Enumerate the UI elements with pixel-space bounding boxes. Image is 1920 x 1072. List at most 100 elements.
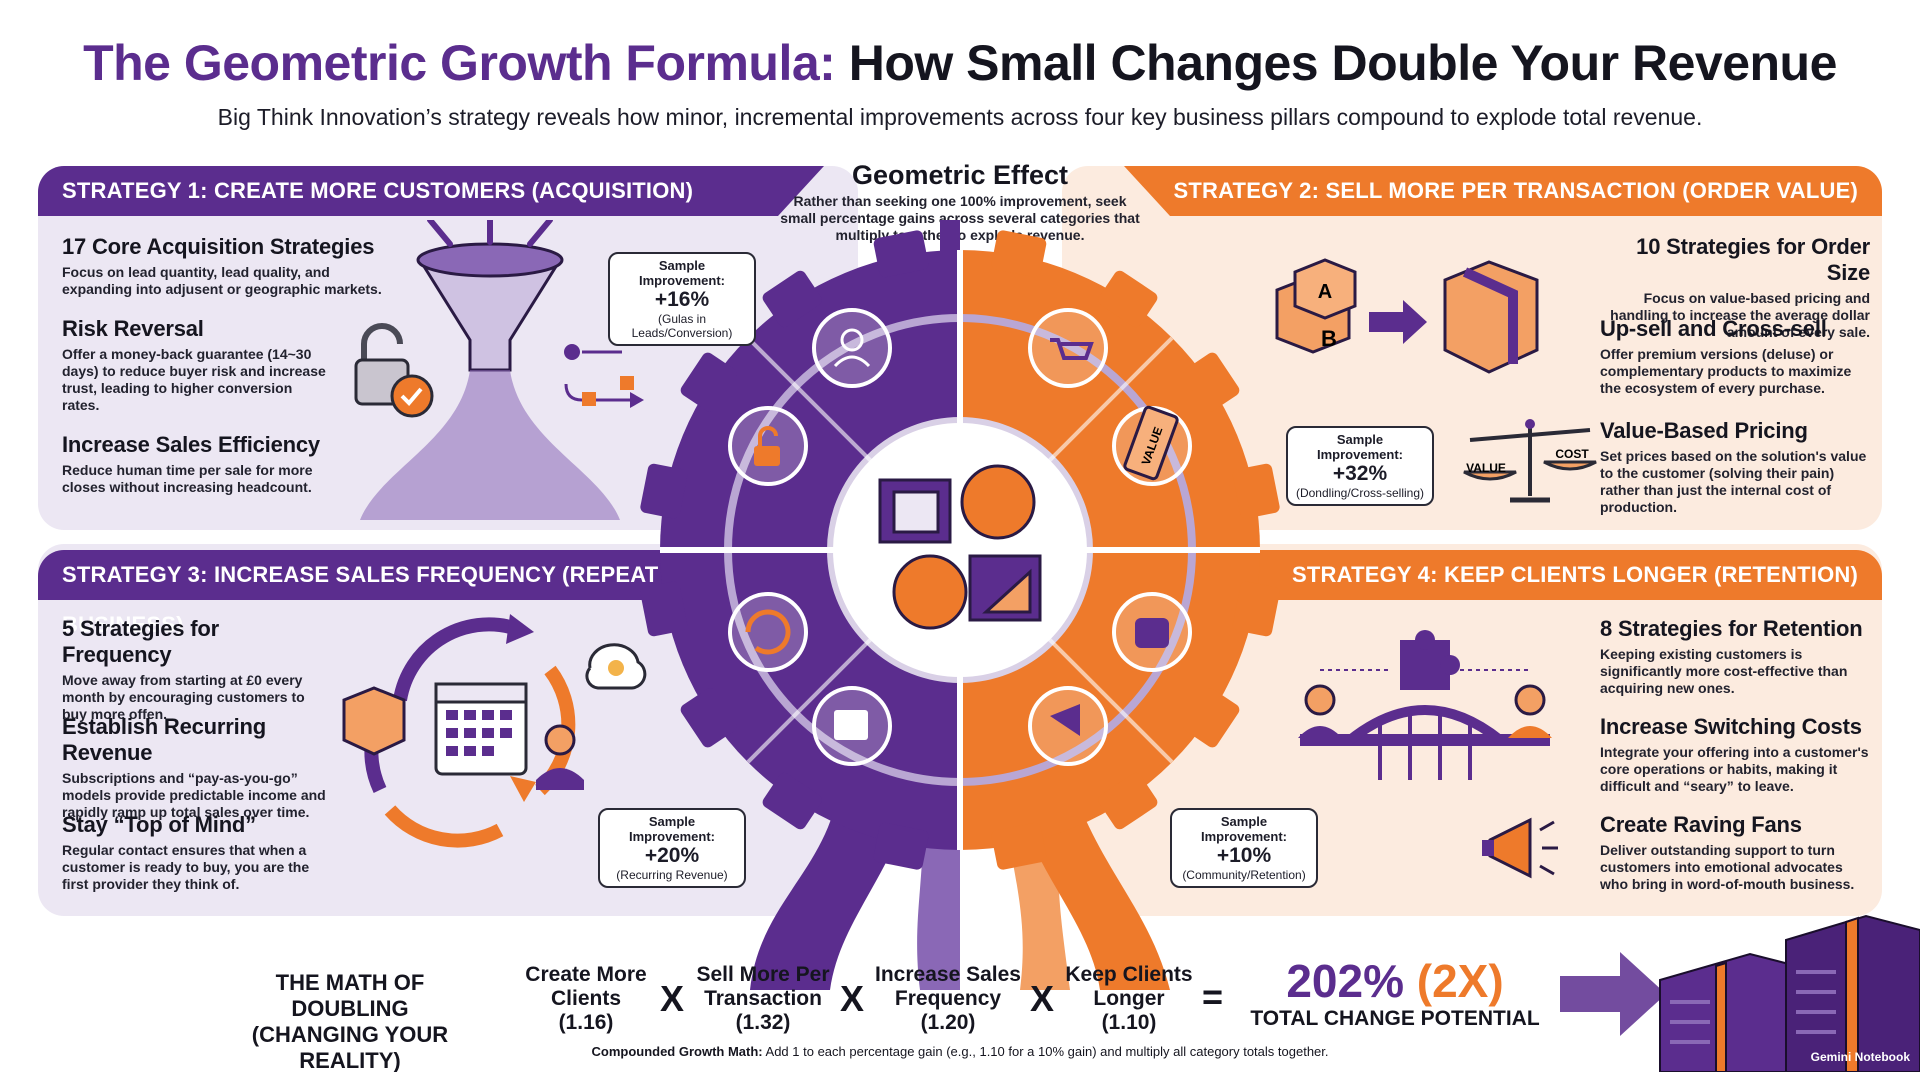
s1-item-3-text: Reduce human time per sale for more clos… — [62, 462, 313, 495]
factor-keep-clients: Keep Clients Longer (1.10) — [1049, 963, 1209, 1035]
s4-item-2-title: Increase Switching Costs — [1600, 714, 1862, 739]
value-cost-scale-icon: VALUE COST — [1463, 419, 1597, 503]
factor-frequency: Increase Sales Frequency (1.20) — [868, 963, 1028, 1035]
s1-sample-label: Sample Improvement: — [639, 258, 725, 288]
times-1: X — [660, 978, 685, 1019]
scale-value-label: VALUE — [1466, 461, 1506, 475]
total-result: 202% (2X) TOTAL CHANGE POTENTIAL — [1250, 955, 1540, 1031]
s4-item-3-text: Deliver outstanding support to turn cust… — [1600, 842, 1855, 892]
s3-item-1: 5 Strategies for Frequency Move away fro… — [62, 616, 332, 723]
factor-4-line2: Longer — [1093, 987, 1165, 1010]
s3-item-2: Establish Recurring Revenue Subscription… — [62, 714, 342, 821]
s4-item-1-title: 8 Strategies for Retention — [1600, 616, 1863, 641]
s3-sample-label: Sample Improvement: — [629, 814, 715, 844]
gear-tooth — [762, 772, 822, 830]
factor-2-value: (1.32) — [735, 1011, 791, 1034]
padlock-badge-icon — [354, 323, 434, 418]
s1-item-2-text: Offer a money-back guarantee (14~30 days… — [62, 346, 326, 413]
s4-sample-note: (Community/Retention) — [1182, 868, 1306, 882]
gear-tooth — [873, 822, 929, 870]
footnote-bold: Compounded Growth Math: — [591, 1044, 763, 1059]
s2-item-1-title: 10 Strategies for Order Size — [1636, 234, 1870, 285]
right-arrow-icon — [1560, 952, 1666, 1036]
s2-item-2-title: Up-sell and Cross-sell — [1600, 316, 1827, 341]
geometric-effect-title: Geometric Effect — [851, 160, 1069, 190]
flow-diagram-icon — [564, 344, 644, 408]
factor-3-value: (1.20) — [920, 1011, 976, 1034]
price-tag-icon: VALUE — [1123, 405, 1179, 481]
s4-sample-label: Sample Improvement: — [1201, 814, 1287, 844]
s3-item-2-title: Establish Recurring Revenue — [62, 714, 267, 765]
scale-cost-label: COST — [1555, 447, 1589, 461]
s1-sample-value: +16% — [654, 288, 710, 311]
math-label-line1: THE MATH OF DOUBLING — [275, 970, 425, 1021]
s1-item-1-title: 17 Core Acquisition Strategies — [62, 234, 375, 259]
s2-item-1-text: Focus on value-based pricing and handlin… — [1610, 290, 1870, 340]
gear-tooth — [991, 822, 1047, 870]
s2-sample-note: (Dondling/Cross-selling) — [1295, 486, 1425, 500]
brand-watermark: Gemini Notebook — [1810, 1050, 1910, 1064]
s3-item-3-title: Stay “Top of Mind” — [62, 812, 256, 837]
s3-sample-box: Sample Improvement: +20% (Recurring Reve… — [598, 808, 746, 888]
factor-2-line2: Transaction — [704, 987, 822, 1010]
box-a-label: A — [1318, 281, 1332, 303]
recurring-cycle-icon — [342, 614, 584, 848]
s4-item-2: Increase Switching Costs Integrate your … — [1600, 714, 1870, 795]
s1-item-3-title: Increase Sales Efficiency — [62, 432, 320, 457]
s4-item-2-text: Integrate your offering into a customer'… — [1600, 744, 1869, 794]
s4-sample-value: +10% — [1216, 844, 1272, 867]
s1-item-2: Risk Reversal Offer a money-back guarant… — [62, 316, 332, 414]
page-subtitle: Big Think Innovation’s strategy reveals … — [217, 104, 1703, 130]
s1-item-1: 17 Core Acquisition Strategies Focus on … — [62, 234, 392, 298]
factor-2-line1: Sell More Per — [696, 963, 830, 986]
result-label: TOTAL CHANGE POTENTIAL — [1250, 1007, 1540, 1030]
s4-item-1: 8 Strategies for Retention Keeping exist… — [1600, 616, 1870, 697]
result-multiplier: (2X) — [1416, 955, 1504, 1007]
footnote-text: Add 1 to each percentage gain (e.g., 1.1… — [765, 1044, 1329, 1059]
strategy2-banner: STRATEGY 2: SELL MORE PER TRANSACTION (O… — [1124, 166, 1882, 216]
page-title: The Geometric Growth Formula: How Small … — [0, 34, 1920, 92]
s4-item-1-text: Keeping existing customers is significan… — [1600, 646, 1848, 696]
s3-item-3: Stay “Top of Mind” Regular contact ensur… — [62, 812, 332, 893]
gear-tooth — [1098, 772, 1158, 830]
factor-1-line2: Clients — [550, 987, 621, 1010]
box-b-label: B — [1321, 326, 1337, 351]
gear-tooth — [680, 688, 738, 748]
central-gear-illustration — [640, 220, 1280, 990]
s2-sample-box: Sample Improvement: +32% (Dondling/Cross… — [1286, 426, 1434, 506]
equals-sign: = — [1202, 976, 1224, 1017]
factor-4-value: (1.10) — [1101, 1011, 1157, 1034]
result-percent: 202% — [1286, 955, 1404, 1007]
s4-item-3: Create Raving Fans Deliver outstanding s… — [1600, 812, 1870, 893]
title-part-2: How Small Changes Double Your Revenue — [848, 35, 1838, 91]
s2-item-2: Up-sell and Cross-sell Offer premium ver… — [1600, 316, 1870, 397]
s3-item-1-title: 5 Strategies for Frequency — [62, 616, 219, 667]
s3-sample-value: +20% — [644, 844, 700, 867]
factor-4-line1: Keep Clients — [1065, 963, 1193, 986]
strategy1-banner: STRATEGY 1: CREATE MORE CUSTOMERS (ACQUI… — [38, 166, 824, 216]
s1-item-3: Increase Sales Efficiency Reduce human t… — [62, 432, 332, 496]
gear-tooth — [762, 270, 822, 328]
math-of-doubling-label: THE MATH OF DOUBLING (CHANGING YOUR REAL… — [220, 970, 480, 1072]
factor-1-line1: Create More — [525, 963, 647, 986]
gear-tooth — [991, 230, 1047, 278]
gear-tooth — [1098, 270, 1158, 328]
times-3: X — [1030, 978, 1055, 1019]
s2-sample-value: +32% — [1332, 462, 1388, 485]
s2-item-2-text: Offer premium versions (deluse) or compl… — [1600, 346, 1852, 396]
money-stacks-icon — [1659, 914, 1920, 1072]
gear-tooth — [640, 463, 688, 519]
gear-tooth — [1182, 352, 1240, 412]
gear-tooth — [1232, 581, 1280, 637]
math-label-line2: (CHANGING YOUR REALITY) — [251, 1022, 449, 1072]
title-part-1: The Geometric Growth Formula: — [83, 35, 836, 91]
boxes-upgrade-icon: A B — [1275, 258, 1539, 374]
gear-tooth — [640, 581, 688, 637]
megaphone-icon — [1482, 817, 1558, 879]
factor-sell-more: Sell More Per Transaction (1.32) — [683, 963, 843, 1035]
gear-tooth — [680, 352, 738, 412]
s2-item-3: Value-Based Pricing Set prices based on … — [1600, 418, 1870, 516]
s3-item-2-text: Subscriptions and “pay-as-you-go” models… — [62, 770, 326, 820]
compounded-growth-footnote: Compounded Growth Math: Add 1 to each pe… — [560, 1044, 1360, 1059]
s4-sample-box: Sample Improvement: +10% (Community/Rete… — [1170, 808, 1318, 888]
